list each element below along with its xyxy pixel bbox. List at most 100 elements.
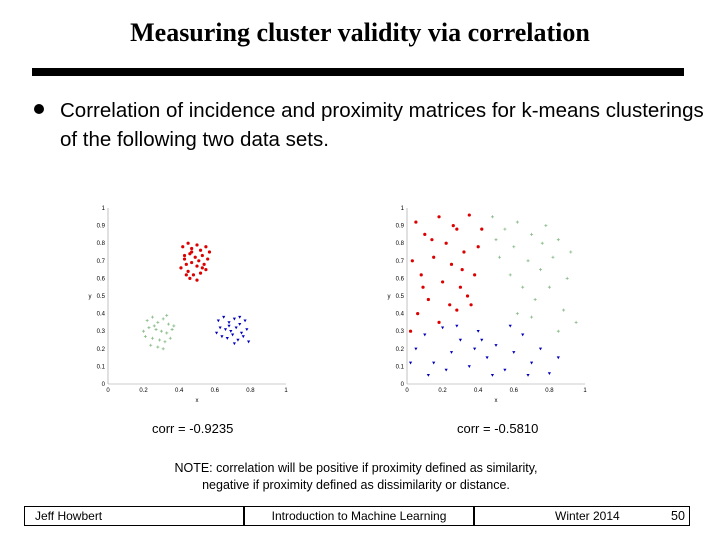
data-point-cluster-1: [465, 294, 470, 298]
y-tick-label: 0.4: [97, 312, 106, 318]
data-point-cluster-2: [152, 324, 156, 328]
y-tick-label: 0.3: [396, 329, 405, 335]
x-tick-label: 0.2: [438, 388, 447, 394]
data-point-cluster-2: [515, 220, 519, 224]
data-point-cluster-3: [485, 356, 489, 360]
y-tick-label: 0.5: [396, 294, 405, 300]
data-point-cluster-3: [239, 331, 244, 335]
data-point-cluster-2: [539, 268, 542, 272]
data-point-cluster-2: [574, 320, 578, 324]
data-point-cluster-1: [197, 259, 201, 263]
y-tick-label: 0.7: [396, 259, 405, 265]
data-point-cluster-1: [195, 278, 199, 282]
data-point-cluster-3: [227, 321, 231, 324]
data-point-cluster-3: [480, 338, 484, 342]
data-point-cluster-3: [216, 319, 220, 323]
data-point-cluster-1: [441, 280, 445, 284]
data-point-cluster-3: [490, 374, 495, 377]
data-point-cluster-2: [533, 298, 537, 302]
data-point-cluster-1: [421, 285, 425, 289]
x-tick-label: 1: [284, 388, 288, 394]
y-tick-label: 0.4: [396, 312, 405, 318]
data-point-cluster-1: [195, 243, 199, 247]
y-tick-label: 1: [102, 206, 106, 212]
bullet-dot: [34, 104, 44, 114]
data-point-cluster-3: [547, 372, 551, 376]
data-point-cluster-3: [232, 342, 236, 346]
footer-author: Jeff Howbert: [24, 506, 244, 526]
data-point-cluster-2: [512, 245, 516, 249]
data-point-cluster-3: [236, 338, 240, 342]
data-point-cluster-1: [181, 245, 185, 249]
data-point-cluster-2: [145, 319, 149, 323]
x-tick-label: 0: [106, 388, 110, 394]
y-tick-label: 0.5: [97, 294, 106, 300]
x-tick-label: 0.2: [139, 388, 148, 394]
data-point-cluster-3: [556, 356, 560, 360]
data-point-cluster-2: [530, 232, 534, 236]
data-point-cluster-1: [437, 320, 441, 324]
scatter-plot-1: 0 0.2 0.4 0.6 0.8 1 0 0.1 0.2 0.3 0.4 0.5 0.6 0.7 0.8 0…: [89, 206, 289, 404]
data-point-cluster-3: [538, 347, 543, 351]
y-tick-label: 0.7: [97, 259, 106, 265]
data-point-cluster-3: [225, 337, 229, 340]
slide-title: Measuring cluster validity via correlati…: [130, 18, 590, 47]
title-rule: [32, 68, 684, 76]
data-point-cluster-2: [156, 320, 160, 324]
data-point-cluster-3: [449, 351, 454, 354]
data-point-cluster-1: [190, 246, 194, 251]
data-point-cluster-3: [222, 315, 226, 319]
data-point-cluster-3: [214, 331, 219, 335]
data-point-cluster-1: [202, 262, 206, 266]
data-point-cluster-2: [540, 241, 544, 245]
data-point-cluster-1: [458, 285, 462, 289]
data-point-cluster-3: [503, 368, 507, 372]
data-point-cluster-2: [508, 273, 512, 277]
data-point-cluster-2: [526, 259, 530, 263]
data-point-cluster-1: [200, 266, 204, 270]
data-point-cluster-2: [556, 238, 560, 242]
data-point-cluster-3: [227, 324, 231, 328]
data-point-cluster-1: [184, 262, 188, 266]
data-point-cluster-3: [234, 326, 238, 330]
data-point-cluster-1: [200, 253, 204, 258]
data-point-cluster-3: [473, 347, 477, 351]
note-line-1: NOTE: correlation will be positive if pr…: [174, 461, 538, 475]
data-point-cluster-2: [161, 317, 165, 321]
data-point-cluster-1: [462, 250, 466, 254]
data-point-cluster-3: [526, 374, 530, 377]
data-point-cluster-1: [410, 259, 414, 263]
data-point-cluster-3: [512, 351, 516, 354]
bullet-text: Correlation of incidence and proximity m…: [60, 99, 704, 151]
data-point-cluster-2: [142, 329, 146, 333]
x-tick-label: 0.8: [545, 388, 554, 394]
x-tick-label: 0.6: [211, 388, 220, 394]
data-point-cluster-1: [193, 255, 197, 259]
data-point-cluster-2: [167, 322, 171, 326]
data-point-cluster-3: [455, 324, 459, 328]
data-point-cluster-1: [204, 268, 208, 272]
data-point-cluster-1: [190, 250, 194, 254]
data-point-cluster-3: [245, 328, 249, 332]
x-tick-label: 0.4: [474, 388, 483, 394]
data-point-cluster-2: [565, 276, 569, 280]
data-point-cluster-2: [151, 336, 154, 340]
x-tick-label: 0.4: [175, 388, 184, 394]
y-tick-label: 0: [102, 382, 106, 388]
data-point-cluster-3: [241, 335, 245, 339]
data-point-cluster-3: [229, 330, 233, 333]
data-point-cluster-1: [460, 268, 464, 272]
data-point-cluster-3: [521, 333, 525, 337]
data-point-cluster-1: [188, 276, 192, 280]
data-point-cluster-2: [149, 343, 153, 347]
data-point-cluster-3: [243, 319, 247, 323]
data-point-cluster-3: [218, 326, 222, 330]
data-point-cluster-3: [423, 333, 427, 337]
y-tick-label: 0.2: [396, 347, 405, 353]
data-point-cluster-2: [490, 215, 494, 219]
data-point-cluster-3: [232, 317, 236, 321]
data-point-cluster-2: [163, 340, 167, 344]
data-point-cluster-1: [437, 215, 441, 219]
data-point-cluster-1: [449, 262, 454, 266]
y-tick-label: 0.1: [396, 364, 405, 370]
